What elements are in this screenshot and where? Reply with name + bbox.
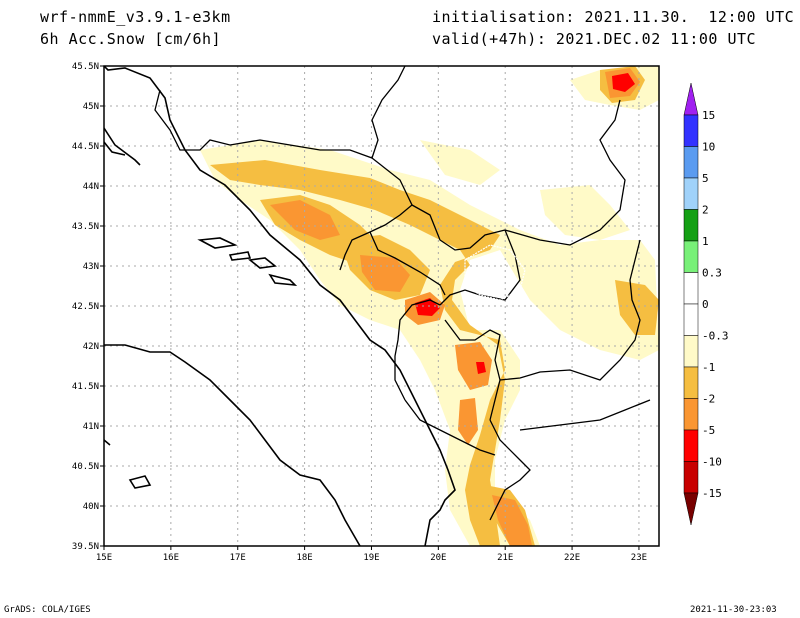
colorbar-label: 1 xyxy=(702,235,709,248)
lon-label: 20E xyxy=(430,553,446,563)
init-time: initialisation: 2021.11.30. 12:00 UTC xyxy=(432,8,795,26)
lat-label: 41.5N xyxy=(72,382,99,392)
lon-label: 16E xyxy=(163,553,179,563)
latitude-axis: 45.5N 45N 44.5N 44N 43.5N 43N 42.5N 42N 41.5N 41N… xyxy=(72,62,104,552)
lat-label: 39.5N xyxy=(72,542,99,552)
lon-label: 17E xyxy=(230,553,246,563)
colorbar-label: 2 xyxy=(702,204,709,217)
colorbar-top-arrow xyxy=(683,82,699,116)
colorbar-label: 15 xyxy=(702,109,715,122)
lat-label: 44.5N xyxy=(72,142,99,152)
lon-label: 23E xyxy=(631,553,647,563)
lat-label: 43N xyxy=(83,262,99,272)
valid-time: valid(+47h): 2021.DEC.02 11:00 UTC xyxy=(432,30,757,48)
lat-label: 40N xyxy=(83,502,99,512)
colorbar-segment xyxy=(683,429,699,462)
colorbar-segment xyxy=(683,461,699,494)
colorbar-segment xyxy=(683,366,699,399)
colorbar-segment xyxy=(683,209,699,242)
lat-label: 42.5N xyxy=(72,302,99,312)
colorbar-label: 10 xyxy=(702,141,715,154)
colorbar-label: -2 xyxy=(702,393,715,406)
lon-label: 18E xyxy=(296,553,312,563)
snow-heavy-layer xyxy=(270,68,640,546)
colorbar-segment xyxy=(683,303,699,336)
lat-label: 44N xyxy=(83,182,99,192)
colorbar-segment xyxy=(683,146,699,179)
grads-credit: GrADS: COLA/IGES xyxy=(4,605,91,615)
colorbar-label: -15 xyxy=(702,487,722,500)
model-title: wrf-nmmE_v3.9.1-e3km xyxy=(40,8,231,26)
lon-label: 19E xyxy=(363,553,379,563)
colorbar-segment xyxy=(683,398,699,431)
lat-label: 40.5N xyxy=(72,462,99,472)
map-grid xyxy=(104,66,659,546)
colorbar-segment xyxy=(683,335,699,368)
colorbar-label: -10 xyxy=(702,456,722,469)
colorbar-label: -5 xyxy=(702,424,715,437)
colorbar-label: -1 xyxy=(702,361,715,374)
lon-label: 22E xyxy=(564,553,580,563)
lat-label: 41N xyxy=(83,422,99,432)
lon-label: 21E xyxy=(497,553,513,563)
longitude-axis: 15E 16E 17E 18E 19E 20E 21E 22E 23E xyxy=(96,546,647,563)
colorbar-label: 0.3 xyxy=(702,267,722,280)
render-timestamp: 2021-11-30-23:03 xyxy=(690,605,777,615)
map-area xyxy=(104,66,659,546)
country-borders xyxy=(154,66,651,521)
coastlines xyxy=(104,66,456,546)
colorbar-label: 0 xyxy=(702,298,709,311)
colorbar-label: -0.3 xyxy=(702,330,729,343)
colorbar: 15 10 5 2 1 0.3 0 -0.3 -1 -2 -5 -10 -15 xyxy=(683,82,729,526)
lat-label: 45N xyxy=(83,102,99,112)
lon-label: 15E xyxy=(96,553,112,563)
field-title: 6h Acc.Snow [cm/6h] xyxy=(40,30,222,48)
colorbar-bottom-arrow xyxy=(683,492,699,526)
lat-label: 42N xyxy=(83,342,99,352)
colorbar-segment xyxy=(683,240,699,273)
colorbar-label: 5 xyxy=(702,172,709,185)
lat-label: 45.5N xyxy=(72,62,99,72)
kosovo-border xyxy=(464,244,526,301)
colorbar-segment xyxy=(683,114,699,147)
colorbar-segment xyxy=(683,177,699,210)
lat-label: 43.5N xyxy=(72,222,99,232)
colorbar-segment xyxy=(683,272,699,305)
